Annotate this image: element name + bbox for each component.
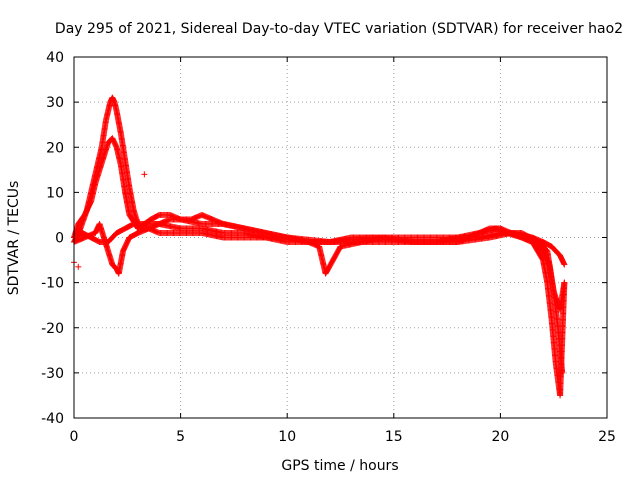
x-axis-label: GPS time / hours [281,458,398,474]
y-tick-label: 10 [46,185,64,201]
data-points [71,94,568,399]
y-tick-label: -40 [41,411,64,427]
y-tick-label: -20 [41,321,64,337]
y-tick-label: -30 [41,366,64,382]
y-tick-label: 0 [55,231,64,247]
x-tick-label: 10 [278,429,296,445]
y-tick-label: 40 [46,50,64,66]
x-tick-label: 0 [70,429,79,445]
y-tick-label: 30 [46,95,64,111]
axis-ticks: 0 5 10 15 20 25 40 30 20 10 0 -10 -20 -30 -40 [41,50,616,445]
x-tick-label: 20 [491,429,509,445]
x-tick-label: 5 [176,429,185,445]
y-axis-label: SDTVAR / TECUs [6,181,22,296]
x-tick-label: 25 [598,429,616,445]
chart-title: Day 295 of 2021, Sidereal Day-to-day VTE… [55,21,623,37]
data-point [75,263,82,270]
x-tick-label: 15 [385,429,403,445]
data-point [141,171,148,178]
y-tick-label: -10 [41,276,64,292]
y-tick-label: 20 [46,140,64,156]
